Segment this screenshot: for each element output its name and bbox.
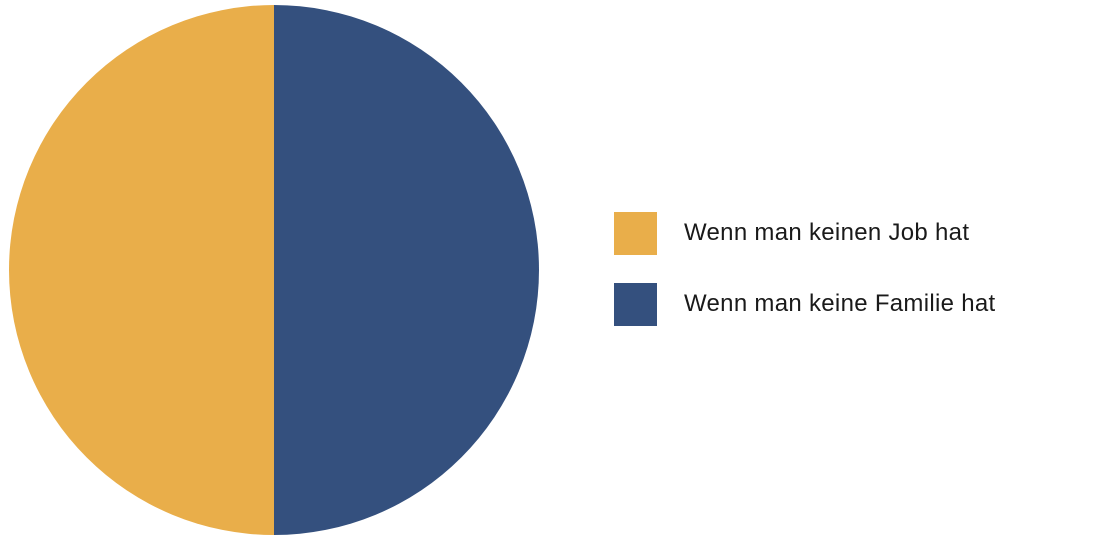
pie-slice-1 — [274, 5, 539, 535]
legend-item-familie: Wenn man keine Familie hat — [614, 282, 996, 326]
legend-label-familie: Wenn man keine Familie hat — [684, 290, 996, 317]
legend-item-job: Wenn man keinen Job hat — [614, 211, 996, 255]
legend-label-job: Wenn man keinen Job hat — [684, 219, 970, 246]
pie-slice-0 — [9, 5, 274, 535]
legend-swatch-job — [614, 211, 657, 255]
legend: Wenn man keinen Job hat Wenn man keine F… — [614, 211, 996, 353]
legend-swatch-familie — [614, 282, 657, 326]
